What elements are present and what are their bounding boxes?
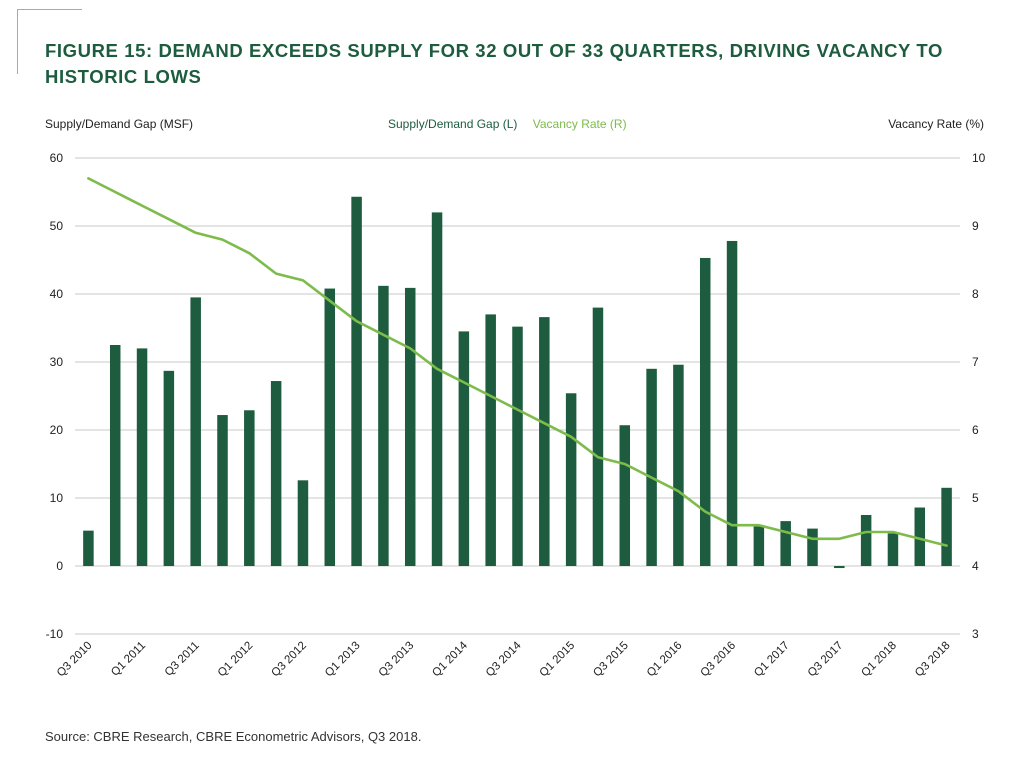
bar (834, 566, 845, 569)
right-tick-label: 5 (972, 491, 979, 505)
x-tick-label: Q3 2017 (806, 640, 846, 680)
source-note: Source: CBRE Research, CBRE Econometric … (45, 729, 422, 744)
bar (860, 515, 872, 566)
bar (136, 348, 148, 566)
bar (404, 287, 416, 566)
x-tick-label: Q1 2014 (430, 639, 470, 679)
right-tick-label: 6 (972, 423, 979, 437)
left-tick-label: 10 (50, 491, 64, 505)
x-tick-label: Q3 2011 (163, 640, 202, 679)
bar (244, 410, 255, 566)
bar (565, 393, 577, 566)
bar (726, 240, 738, 566)
x-tick-label: Q1 2012 (216, 640, 256, 680)
x-tick-label: Q1 2015 (538, 640, 578, 680)
bar (109, 345, 121, 566)
bar (512, 326, 523, 566)
x-tick-label: Q3 2018 (913, 640, 953, 680)
bar (458, 331, 470, 566)
bar (190, 297, 201, 566)
bar (378, 285, 389, 566)
legend-item-vacancy-rate: Vacancy Rate (R) (532, 117, 627, 131)
bar (217, 415, 228, 566)
right-tick-label: 8 (972, 287, 979, 301)
bar (351, 196, 362, 566)
x-tick-label: Q3 2012 (269, 640, 309, 680)
left-tick-label: 50 (50, 219, 64, 233)
corner-frame-vertical (17, 9, 18, 74)
x-tick-label: Q1 2018 (859, 640, 899, 680)
x-tick-label: Q3 2014 (484, 639, 524, 679)
bar (485, 314, 496, 566)
vacancy-rate-line (87, 177, 948, 547)
x-tick-label: Q1 2016 (645, 640, 685, 680)
bar (646, 368, 657, 566)
bar (270, 381, 282, 566)
bar (619, 425, 631, 566)
legend: Supply/Demand Gap (L) Vacancy Rate (R) (388, 117, 639, 131)
bar (324, 288, 336, 566)
right-tick-label: 9 (972, 219, 979, 233)
left-axis-title: Supply/Demand Gap (MSF) (45, 117, 194, 131)
corner-frame-horizontal (17, 9, 82, 10)
right-tick-label: 10 (972, 151, 986, 165)
legend-item-supply-demand-gap: Supply/Demand Gap (L) (388, 117, 518, 131)
figure-title: FIGURE 15: DEMAND EXCEEDS SUPPLY FOR 32 … (45, 40, 943, 87)
x-tick-label: Q3 2010 (55, 640, 95, 680)
left-tick-label: -10 (46, 627, 64, 641)
bar (699, 257, 711, 566)
bar (431, 212, 443, 566)
left-tick-label: 20 (50, 423, 64, 437)
bar (887, 533, 899, 566)
bar (807, 528, 818, 566)
bar (780, 521, 791, 566)
bar (753, 526, 765, 566)
bar (539, 317, 550, 566)
x-tick-label: Q3 2013 (377, 640, 417, 680)
right-tick-label: 3 (972, 627, 979, 641)
x-tick-label: Q3 2015 (591, 640, 631, 680)
right-tick-label: 7 (972, 355, 979, 369)
right-axis-title: Vacancy Rate (%) (888, 117, 984, 131)
left-tick-label: 0 (56, 559, 63, 573)
x-tick-label: Q1 2013 (323, 640, 363, 680)
left-tick-label: 30 (50, 355, 64, 369)
bar (914, 507, 926, 566)
x-tick-label: Q1 2017 (752, 640, 792, 680)
bar (673, 364, 684, 566)
x-tick-label: Q3 2016 (698, 640, 738, 680)
bar (163, 370, 175, 566)
left-tick-label: 60 (50, 151, 64, 165)
left-tick-label: 40 (50, 287, 64, 301)
bar (83, 530, 94, 566)
x-tick-label: Q1 2011 (109, 640, 148, 679)
bar (941, 487, 952, 566)
right-tick-label: 4 (972, 559, 979, 573)
bar (297, 480, 309, 566)
bar (592, 307, 604, 566)
